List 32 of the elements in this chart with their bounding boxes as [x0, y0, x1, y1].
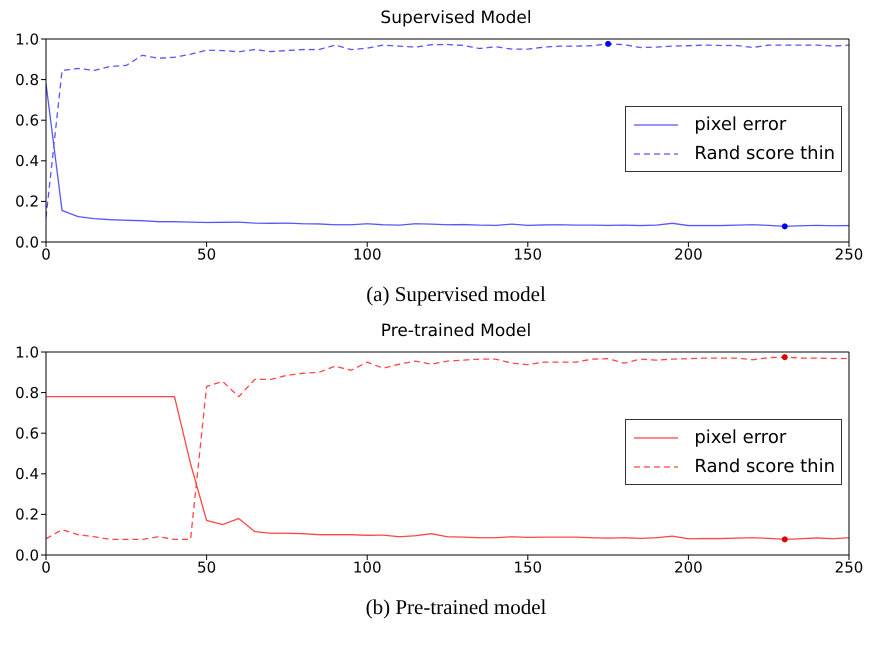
- x-tick-label: 250: [834, 246, 864, 264]
- legend-label: Rand score thin: [694, 456, 835, 477]
- x-tick-label: 150: [513, 558, 542, 577]
- x-tick-label: 100: [352, 558, 382, 577]
- y-tick-label: 0.8: [15, 384, 39, 402]
- x-tick-label: 100: [352, 246, 382, 264]
- legend-label: Rand score thin: [694, 143, 835, 164]
- y-tick-label: 1.0: [15, 30, 39, 48]
- x-tick-label: 50: [197, 246, 216, 264]
- y-tick-label: 0.2: [15, 506, 39, 524]
- x-tick-label: 150: [513, 246, 542, 264]
- y-tick-label: 0.4: [15, 465, 39, 484]
- y-tick-label: 0.0: [15, 546, 39, 564]
- chart-title: Supervised Model: [379, 8, 533, 28]
- y-tick-label: 0.4: [15, 152, 39, 170]
- y-tick-label: 0.0: [15, 233, 39, 252]
- y-tick-label: 0.8: [15, 70, 39, 89]
- x-tick-label: 250: [834, 558, 864, 577]
- y-tick-label: 1.0: [15, 343, 39, 362]
- x-tick-label: 200: [674, 558, 703, 577]
- chart-title: Pre-trained Model: [380, 321, 532, 341]
- x-tick-label: 50: [197, 558, 216, 577]
- text: (a) Supervised model: [365, 282, 547, 307]
- legend-label: pixel error: [694, 427, 786, 448]
- y-tick-label: 0.6: [15, 112, 39, 130]
- x-tick-label: 200: [674, 246, 703, 264]
- y-tick-label: 0.2: [15, 192, 39, 211]
- y-tick-label: 0.6: [15, 424, 39, 443]
- x-tick-label: 0: [41, 246, 51, 264]
- legend-label: pixel error: [694, 114, 786, 135]
- x-tick-label: 0: [41, 558, 51, 577]
- text: (b) Pre-trained model: [364, 595, 548, 620]
